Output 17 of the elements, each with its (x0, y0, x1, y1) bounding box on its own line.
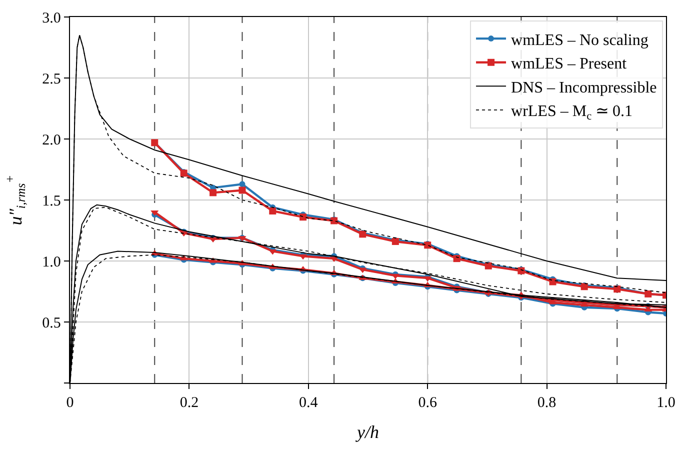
x-axis-title: y/h (355, 422, 379, 442)
y-tick-label: 0.5 (42, 315, 61, 332)
y-tick-label: 3.0 (42, 10, 61, 26)
y-tick-label: 1.5 (42, 193, 61, 210)
legend-label: wmLES – Present (511, 56, 628, 73)
legend-label: wrLES – M$_{c}$ ≃ 0.1 (511, 103, 633, 123)
y-tick-label: 2.0 (42, 132, 61, 148)
y-tick-label: 1.0 (42, 254, 61, 270)
x-tick-label: 0.8 (537, 395, 556, 412)
x-tick-label: 0.4 (299, 395, 318, 412)
x-tick-label: 1.0 (656, 395, 676, 412)
x-tick-label: 0 (66, 395, 74, 412)
y-tick-label: 2.5 (42, 71, 61, 88)
legend-label: wmLES – No scaling (511, 32, 648, 49)
legend-label: DNS – Incompressible (511, 79, 657, 96)
x-tick-label: 0.6 (418, 395, 438, 412)
x-tick-label: 0.2 (180, 395, 199, 412)
